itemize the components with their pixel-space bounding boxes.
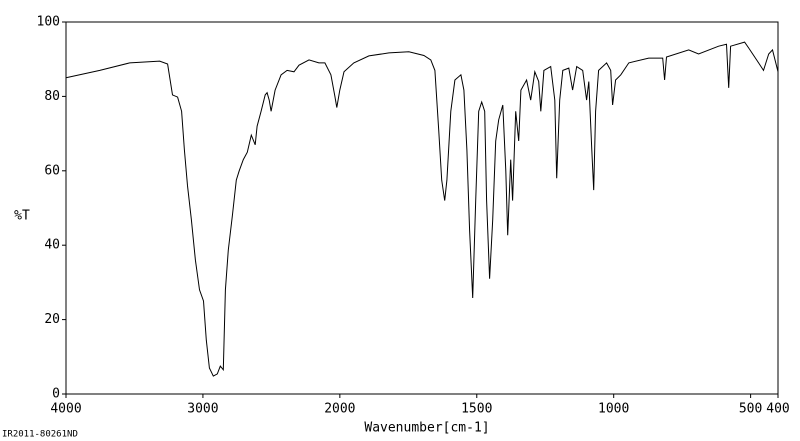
y-tick-label: 20	[44, 312, 60, 327]
y-tick-label: 40	[44, 238, 60, 253]
y-tick-label: 0	[52, 387, 60, 402]
x-axis-label: Wavenumber[cm-1]	[364, 421, 489, 436]
y-tick-label: 60	[44, 163, 60, 178]
sample-note: IR2011-80261ND	[2, 430, 78, 440]
x-tick-label: 3000	[187, 402, 218, 417]
x-tick-label: 2000	[324, 402, 355, 417]
x-tick-label: 4000	[50, 402, 81, 417]
plot-frame	[65, 21, 779, 395]
y-tick-label: 100	[37, 15, 60, 30]
spectrum-line	[65, 41, 779, 377]
y-tick-label: 80	[44, 89, 60, 104]
x-tick-label: 400	[766, 402, 789, 417]
y-axis-label: %T	[14, 209, 30, 224]
x-tick-label: 500	[739, 402, 762, 417]
x-tick-label: 1500	[461, 402, 492, 417]
x-tick-label: 1000	[598, 402, 629, 417]
